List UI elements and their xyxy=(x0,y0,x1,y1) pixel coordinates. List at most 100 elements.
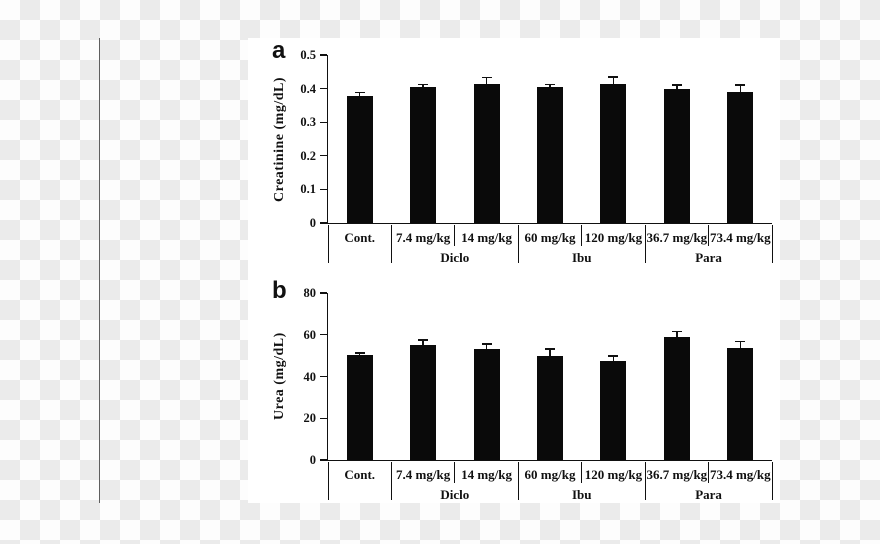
panel-label-a: a xyxy=(272,37,286,64)
error-bar-cap xyxy=(418,339,429,341)
category-label: 60 mg/kg xyxy=(524,467,576,482)
error-bar-stem xyxy=(612,76,615,84)
group-label-Para: Para xyxy=(695,250,722,265)
category-label: 60 mg/kg xyxy=(524,230,576,245)
bar-120 mg/kg xyxy=(600,83,627,223)
group-separator xyxy=(390,224,392,263)
group-separator xyxy=(390,461,392,500)
y-tick-mark xyxy=(320,417,327,419)
error-bar-stem xyxy=(359,352,361,355)
y-axis-line xyxy=(326,293,329,461)
bar-36.7 mg/kg xyxy=(663,88,690,223)
group-label-Para: Para xyxy=(695,487,722,502)
category-label: 120 mg/kg xyxy=(584,230,643,245)
error-bar-stem xyxy=(549,348,551,357)
error-bar-cap xyxy=(481,343,492,345)
y-tick-label: 60 xyxy=(303,327,317,342)
error-bar-cap xyxy=(481,76,492,79)
y-axis-line xyxy=(326,55,329,224)
y-tick-mark xyxy=(320,375,327,378)
category-separator xyxy=(708,461,710,483)
y-tick-label: 40 xyxy=(303,369,317,384)
error-bar-stem xyxy=(739,84,741,93)
group-separator xyxy=(327,224,329,263)
group-separator xyxy=(327,461,329,500)
y-tick-label: 20 xyxy=(303,411,317,426)
y-tick-label: 0 xyxy=(309,216,316,230)
error-bar-stem xyxy=(739,341,741,348)
y-tick-label: 0.3 xyxy=(300,115,316,130)
category-label: 73.4 mg/kg xyxy=(709,467,771,482)
y-tick-mark xyxy=(320,155,327,157)
y-tick-mark xyxy=(320,222,327,224)
group-label-Ibu: Ibu xyxy=(571,250,592,265)
error-bar-cap xyxy=(608,76,619,78)
y-tick-mark xyxy=(320,292,327,294)
error-bar-stem xyxy=(485,77,488,84)
error-bar-stem xyxy=(676,331,678,338)
group-separator xyxy=(771,461,773,500)
error-bar-stem xyxy=(549,84,551,88)
category-label: 7.4 mg/kg xyxy=(396,467,451,482)
group-separator xyxy=(517,224,519,263)
category-label: 120 mg/kg xyxy=(584,467,643,482)
bar-60 mg/kg xyxy=(537,356,563,460)
error-bar-cap xyxy=(354,91,365,94)
figure-panel: a Creatinine (mg/dL) 0.5 0.4 0.3 0.2 0.1 0 Cont.… xyxy=(248,38,780,503)
error-bar-cap xyxy=(545,83,555,86)
group-separator xyxy=(644,224,646,263)
y-tick-mark xyxy=(320,188,327,191)
bar-120 mg/kg xyxy=(600,361,627,460)
y-tick-label: 80 xyxy=(303,286,317,300)
x-axis-line xyxy=(328,459,772,462)
error-bar-stem xyxy=(612,356,615,362)
error-bar-cap xyxy=(354,352,365,354)
category-separator xyxy=(581,461,583,483)
panel-label-b: b xyxy=(272,277,287,304)
error-bar-cap xyxy=(545,348,555,350)
bar-7.4 mg/kg xyxy=(410,87,437,223)
bar-Cont. xyxy=(346,354,373,460)
error-bar-cap xyxy=(418,83,429,86)
vertical-divider-line xyxy=(99,38,100,503)
bar-73.4 mg/kg xyxy=(727,92,754,223)
y-tick-label: 0 xyxy=(309,453,316,467)
category-label: 36.7 mg/kg xyxy=(646,230,708,245)
error-bar-cap xyxy=(671,330,682,333)
group-label-Ibu: Ibu xyxy=(571,487,592,502)
category-label: 14 mg/kg xyxy=(461,230,513,245)
category-separator xyxy=(454,224,456,246)
error-bar-cap xyxy=(735,84,746,86)
y-tick-mark xyxy=(320,87,327,90)
y-tick-label: 0.1 xyxy=(300,182,316,197)
bar-60 mg/kg xyxy=(537,87,563,223)
group-label-Diclo: Diclo xyxy=(440,487,470,502)
group-separator xyxy=(644,461,646,500)
error-bar-cap xyxy=(671,84,682,86)
group-separator xyxy=(771,224,773,263)
category-label: Cont. xyxy=(344,230,376,245)
error-bar-cap xyxy=(608,355,619,357)
error-bar-stem xyxy=(485,343,488,349)
y-tick-mark xyxy=(320,459,327,461)
category-separator xyxy=(581,224,583,246)
y-tick-mark xyxy=(320,121,327,123)
category-label: 14 mg/kg xyxy=(461,467,513,482)
error-bar-stem xyxy=(676,84,678,89)
y-tick-label: 0.2 xyxy=(300,148,316,163)
category-label: 7.4 mg/kg xyxy=(396,230,451,245)
bar-Cont. xyxy=(346,95,373,223)
error-bar-stem xyxy=(422,339,424,345)
x-axis-line xyxy=(328,222,772,225)
category-label: 73.4 mg/kg xyxy=(709,230,771,245)
y-tick-label: 0.5 xyxy=(300,48,316,62)
bar-14 mg/kg xyxy=(473,348,500,460)
group-label-Diclo: Diclo xyxy=(440,250,470,265)
category-label: Cont. xyxy=(344,467,376,482)
y-tick-mark xyxy=(320,334,327,336)
bar-36.7 mg/kg xyxy=(663,337,690,460)
bar-73.4 mg/kg xyxy=(727,347,754,460)
bar-14 mg/kg xyxy=(473,83,500,223)
category-separator xyxy=(454,461,456,483)
